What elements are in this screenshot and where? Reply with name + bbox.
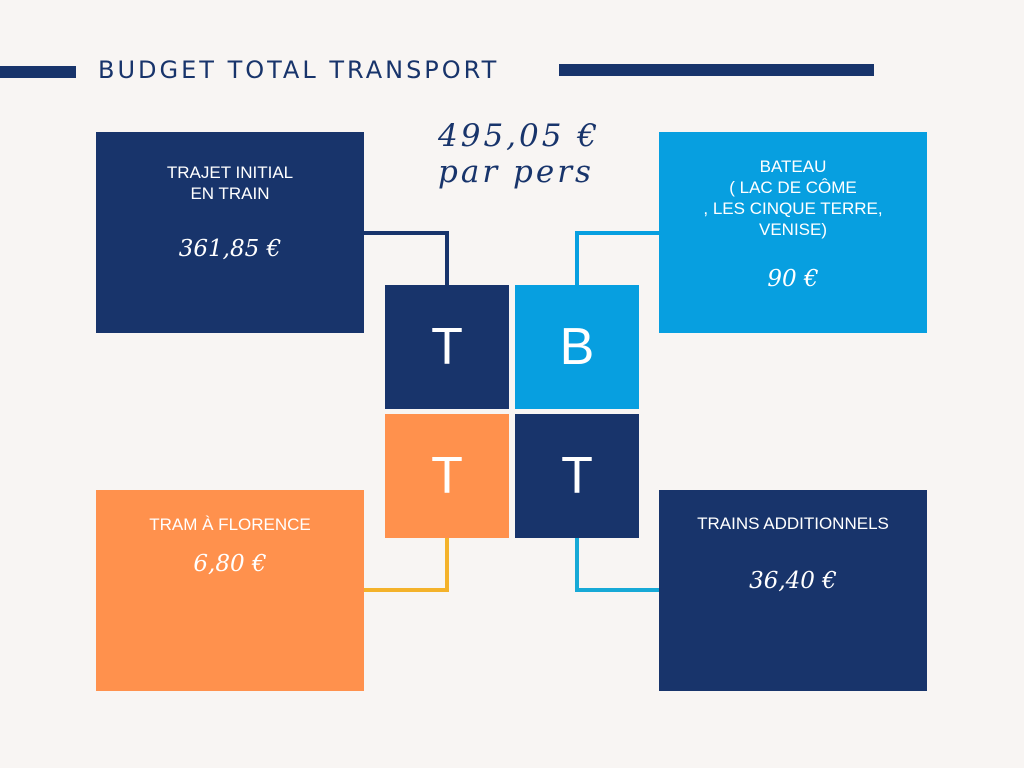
tile-tram: T <box>385 414 509 538</box>
card-trajet-initial: TRAJET INITIAL EN TRAIN 361,85 € <box>96 132 364 333</box>
card-tram: TRAM À FLORENCE 6,80 € <box>96 490 364 691</box>
total-per-person: 495,05 € par pers <box>438 118 600 190</box>
card-trains-additionnels: TRAINS ADDITIONNELS 36,40 € <box>659 490 927 691</box>
card-tram-label: TRAM À FLORENCE <box>149 515 311 534</box>
card-bateau: BATEAU ( LAC DE CÔME , LES CINQUE TERRE,… <box>659 132 927 333</box>
card-trajet-initial-amount: 361,85 € <box>178 236 282 262</box>
card-bateau-amount: 90 € <box>767 266 819 292</box>
connector-train-initial <box>364 231 449 235</box>
connector-train-initial-vertical <box>445 231 449 286</box>
page-title: BUDGET TOTAL TRANSPORT <box>98 56 500 84</box>
connector-tram-vertical <box>445 538 449 592</box>
connector-trains-add-vertical <box>575 538 579 592</box>
tile-train-bottom: T <box>515 414 639 538</box>
total-unit: par pers <box>438 154 594 190</box>
connector-bateau-vertical <box>575 231 579 286</box>
card-trajet-initial-label: TRAJET INITIAL EN TRAIN <box>166 163 294 203</box>
card-trains-additionnels-label: TRAINS ADDITIONNELS <box>697 514 889 533</box>
header-bar-left <box>0 66 76 78</box>
connector-trains-add <box>575 588 660 592</box>
connector-bateau <box>575 231 660 235</box>
total-amount: 495,05 € <box>438 118 601 154</box>
tile-bateau: B <box>515 285 639 409</box>
header-bar-right <box>559 64 874 76</box>
card-tram-amount: 6,80 € <box>193 551 267 577</box>
card-bateau-label: BATEAU ( LAC DE CÔME , LES CINQUE TERRE,… <box>703 157 883 239</box>
card-trains-additionnels-amount: 36,40 € <box>749 568 837 594</box>
tile-train-top: T <box>385 285 509 409</box>
connector-tram <box>364 588 449 592</box>
